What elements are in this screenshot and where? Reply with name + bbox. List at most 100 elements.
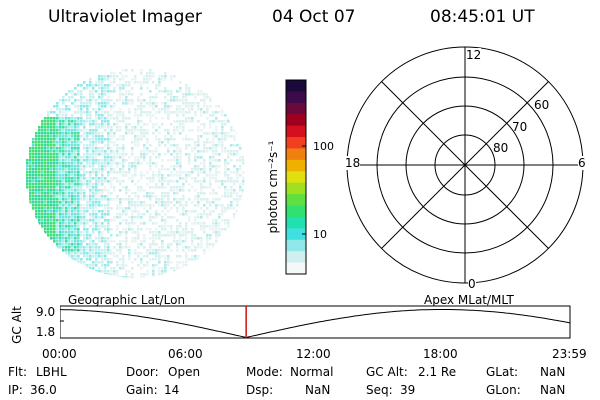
uv-pixel — [47, 129, 50, 132]
uv-pixel — [53, 180, 56, 183]
uv-pixel — [104, 267, 107, 270]
uv-pixel — [200, 123, 203, 126]
uv-pixel — [140, 105, 143, 108]
uv-pixel — [80, 204, 83, 207]
uv-pixel — [224, 234, 227, 237]
uv-pixel — [50, 168, 53, 171]
uv-pixel — [59, 111, 62, 114]
uv-pixel — [110, 159, 113, 162]
uv-pixel — [185, 261, 188, 264]
uv-pixel — [98, 114, 101, 117]
uv-pixel — [143, 222, 146, 225]
uv-pixel — [188, 246, 191, 249]
uv-pixel — [194, 93, 197, 96]
uv-pixel — [158, 141, 161, 144]
uv-pixel — [71, 246, 74, 249]
uv-pixel — [53, 171, 56, 174]
uv-pixel — [101, 126, 104, 129]
uv-pixel — [179, 81, 182, 84]
uv-pixel — [224, 123, 227, 126]
uv-pixel — [95, 189, 98, 192]
uv-pixel — [152, 174, 155, 177]
uv-pixel — [182, 267, 185, 270]
uv-pixel — [47, 207, 50, 210]
uv-pixel — [110, 261, 113, 264]
uv-pixel — [134, 258, 137, 261]
uv-pixel — [146, 153, 149, 156]
uv-pixel — [80, 183, 83, 186]
uv-pixel — [122, 138, 125, 141]
uv-pixel — [185, 255, 188, 258]
uv-pixel — [62, 114, 65, 117]
uv-pixel — [59, 210, 62, 213]
uv-pixel — [53, 117, 56, 120]
uv-pixel — [50, 111, 53, 114]
uv-pixel — [74, 198, 77, 201]
uv-pixel — [95, 270, 98, 273]
uv-pixel — [128, 225, 131, 228]
uv-pixel — [143, 207, 146, 210]
uv-pixel — [50, 123, 53, 126]
uv-pixel — [170, 267, 173, 270]
uv-pixel — [185, 87, 188, 90]
uv-pixel — [164, 96, 167, 99]
uv-pixel — [47, 219, 50, 222]
uv-pixel — [191, 231, 194, 234]
uv-pixel — [98, 159, 101, 162]
uv-pixel — [188, 216, 191, 219]
uv-pixel — [152, 114, 155, 117]
uv-pixel — [233, 180, 236, 183]
timeline-left-label: Geographic Lat/Lon — [68, 293, 186, 307]
uv-pixel — [215, 171, 218, 174]
uv-pixel — [149, 219, 152, 222]
uv-pixel — [215, 192, 218, 195]
uv-pixel — [86, 201, 89, 204]
colorbar-band — [286, 194, 306, 207]
uv-pixel — [242, 180, 245, 183]
uv-pixel — [206, 243, 209, 246]
uv-pixel — [77, 129, 80, 132]
uv-pixel — [53, 237, 56, 240]
uv-pixel — [179, 231, 182, 234]
uv-pixel — [158, 174, 161, 177]
uv-pixel — [218, 234, 221, 237]
uv-pixel — [209, 180, 212, 183]
uv-pixel — [86, 237, 89, 240]
uv-pixel — [152, 264, 155, 267]
uv-pixel — [137, 195, 140, 198]
uv-pixel — [134, 222, 137, 225]
uv-pixel — [131, 273, 134, 276]
uv-pixel — [134, 144, 137, 147]
uv-pixel — [167, 129, 170, 132]
uv-pixel — [146, 132, 149, 135]
colorbar-band — [286, 137, 306, 149]
uv-pixel — [167, 117, 170, 120]
uv-pixel — [50, 153, 53, 156]
uv-pixel — [167, 192, 170, 195]
uv-pixel — [203, 162, 206, 165]
uv-pixel — [197, 222, 200, 225]
uv-pixel — [110, 90, 113, 93]
uv-pixel — [134, 207, 137, 210]
uv-pixel — [215, 159, 218, 162]
uv-pixel — [146, 210, 149, 213]
uv-pixel — [227, 225, 230, 228]
uv-pixel — [167, 183, 170, 186]
uv-pixel — [47, 165, 50, 168]
uv-pixel — [38, 189, 41, 192]
uv-pixel — [212, 222, 215, 225]
uv-pixel — [98, 111, 101, 114]
uv-pixel — [194, 210, 197, 213]
uv-pixel — [86, 252, 89, 255]
uv-pixel — [164, 222, 167, 225]
uv-pixel — [179, 147, 182, 150]
uv-pixel — [104, 252, 107, 255]
uv-pixel — [29, 165, 32, 168]
uv-pixel — [149, 78, 152, 81]
uv-pixel — [68, 198, 71, 201]
uv-pixel — [143, 144, 146, 147]
uv-pixel — [110, 177, 113, 180]
uv-pixel — [155, 174, 158, 177]
uv-pixel — [47, 177, 50, 180]
uv-pixel — [167, 258, 170, 261]
